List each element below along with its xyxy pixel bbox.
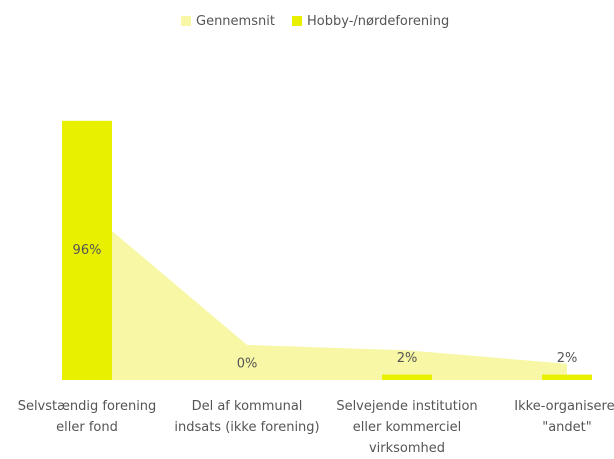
legend-label: Gennemsnit (196, 14, 275, 29)
bar (382, 374, 432, 380)
x-tick-label: Del af kommunal indsats (ikke forening) (174, 399, 320, 435)
legend-swatch (181, 16, 191, 26)
legend-swatch (292, 16, 302, 26)
legend-label: Hobby-/nørdeforening (307, 14, 450, 29)
bar (62, 120, 112, 381)
area (87, 209, 567, 380)
data-label: 96% (73, 243, 102, 258)
data-label: 2% (557, 351, 578, 366)
data-label: 0% (237, 357, 258, 372)
legend-item: Gennemsnit (181, 14, 275, 29)
bar (542, 374, 592, 380)
legend-item: Hobby-/nørdeforening (292, 14, 449, 29)
x-tick-label: Ikke-organiseret "andet" (514, 399, 614, 435)
data-label: 2% (397, 351, 418, 366)
x-tick-label: Selvstændig forening eller fond (17, 399, 157, 435)
x-tick-label: Selvejende institution eller kommerciel … (336, 399, 478, 456)
